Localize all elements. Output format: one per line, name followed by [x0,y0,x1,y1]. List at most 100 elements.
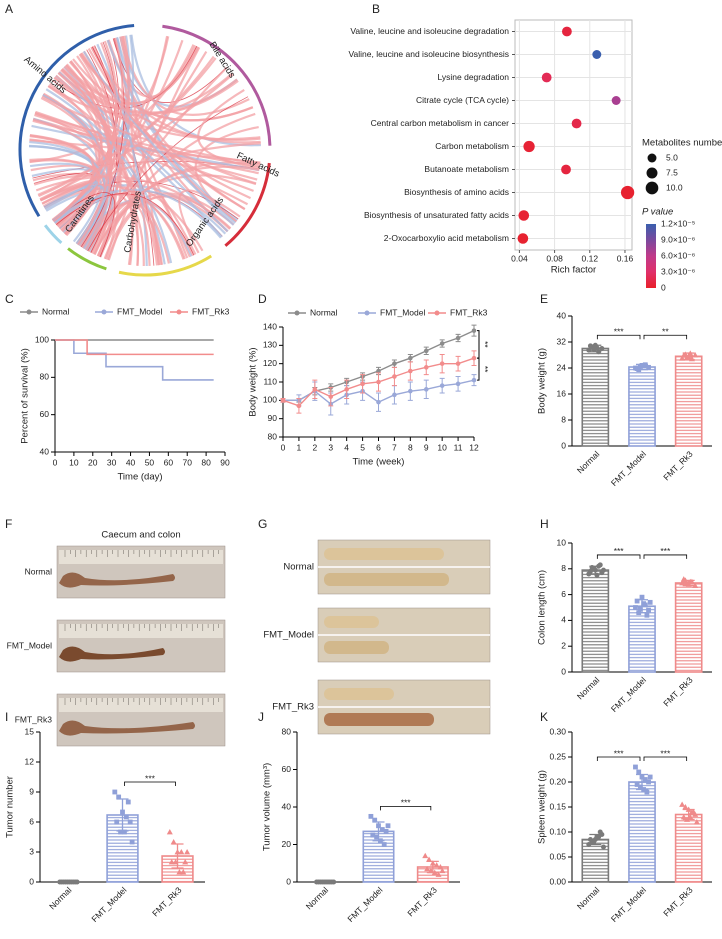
size-legend-marker [645,181,659,195]
point [127,819,133,825]
point [344,387,349,392]
bubble [620,185,635,200]
point [693,819,700,825]
y-tick-label: 130 [263,340,277,350]
x-tick-label: 0.12 [582,253,599,263]
point [680,576,687,582]
point [601,567,606,573]
significance-bracket [124,781,176,786]
y-tick-label: 0.30 [549,726,566,736]
point [423,387,429,392]
significance-bracket [477,357,480,381]
panel-letter: I [5,710,8,724]
y-tick-label: 0 [286,876,291,886]
point [684,816,691,822]
x-axis-label: Time (week) [353,457,405,468]
chord [31,124,260,172]
y-tick-label: 0 [561,666,566,676]
survival-line [55,339,214,356]
size-legend-marker [646,167,658,179]
point [429,860,436,866]
point [679,579,686,586]
y-tick-label: 80 [268,431,278,441]
ruler [59,698,223,712]
point [641,601,647,607]
point [178,849,185,855]
y-tick-label: Valine, leucine and isoleucine biosynthe… [349,49,510,59]
point [692,352,699,358]
x-tick-label: 30 [107,457,117,467]
group-arc [67,247,107,271]
photo-title: Caecum and colon [101,530,180,541]
bar [674,582,703,673]
point [184,849,191,855]
bubble [561,164,571,175]
point [59,879,65,885]
y-tick-label: 2-Oxocarboxylio acid metabolism [384,233,509,243]
point [427,867,434,874]
bar [161,855,194,883]
point [594,345,600,351]
x-tick-label: FMT_Rk3 [150,885,184,919]
colorbar-label: 0 [661,282,666,292]
chord [38,57,217,198]
x-tick-label: 6 [376,442,381,452]
significance-bracket [643,554,688,559]
chord [52,37,124,223]
point [172,859,179,865]
group-inner-arc [49,220,68,239]
colorbar-label: 9.0×10⁻⁶ [661,234,695,244]
point [296,403,302,409]
point [471,377,477,383]
x-tick-label: 10 [437,442,447,452]
x-tick-label: 0 [281,442,286,452]
x-tick-label: 10 [69,457,79,467]
point [120,809,125,815]
group-inner-arc [25,30,135,214]
x-tick-label: 9 [424,442,429,452]
significance-label: *** [614,546,625,556]
significance-label: *** [660,546,671,556]
x-tick-label: FMT_Model [609,885,648,924]
x-tick-label: 80 [201,457,211,467]
panel-letter: J [258,710,264,724]
y-axis-label: Body weight (%) [248,347,259,416]
significance-label: ** [480,341,490,348]
panel-letter: H [540,517,549,531]
point [646,607,651,613]
point [646,364,651,370]
point [455,361,461,366]
point [331,879,337,885]
x-tick-label: 4 [344,442,349,452]
group-inner-arc [71,241,110,264]
y-axis-label: Percent of survival (%) [20,348,31,444]
significance-bracket [596,334,641,340]
y-tick-label: 40 [557,310,567,320]
point [180,869,187,875]
photo-row-label: FMT_Model [263,630,314,641]
panel-letter: G [258,517,267,531]
chord [92,165,260,255]
point [633,764,638,770]
point [327,879,333,885]
point [682,804,689,810]
bubble [571,118,582,129]
x-tick-label: 12 [469,442,479,452]
point [634,782,640,787]
y-tick-label: 0.10 [549,826,566,836]
photo-row-label: FMT_Model [7,640,52,650]
point [594,834,600,840]
point [176,869,183,875]
colon [324,548,444,560]
x-tick-label: FMT_Rk3 [661,885,695,919]
y-axis-label: Body weight (g) [537,348,548,414]
point [435,871,442,877]
y-tick-label: 2 [561,640,566,650]
bubble [517,233,529,244]
significance-label: *** [614,748,625,758]
point [644,612,650,618]
x-tick-label: 11 [454,442,463,452]
chord [55,74,104,233]
colon [59,720,195,736]
bar [628,781,656,883]
